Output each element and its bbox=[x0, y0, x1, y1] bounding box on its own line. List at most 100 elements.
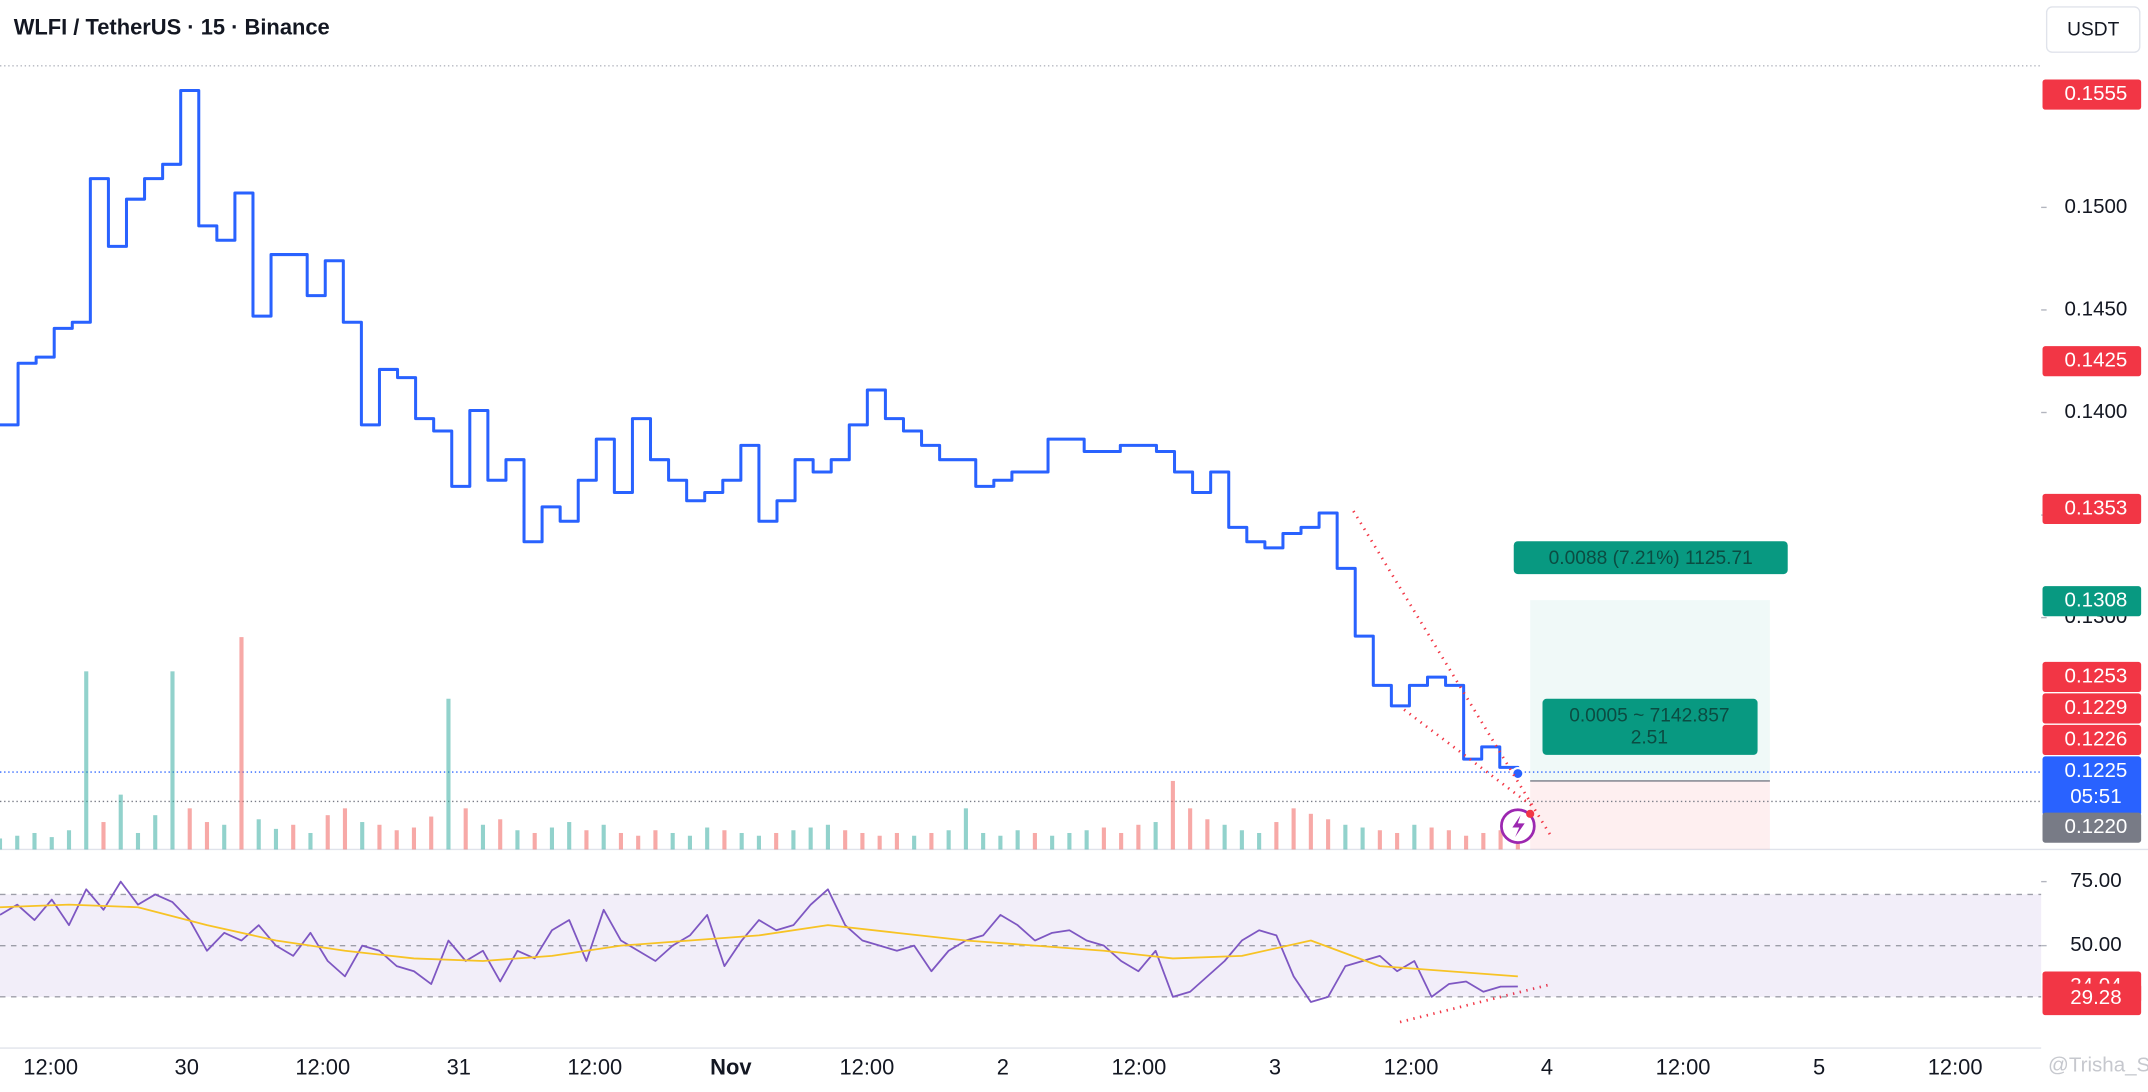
volume-bar bbox=[670, 832, 675, 850]
x-tick-label: 12:00 bbox=[1928, 1054, 1983, 1079]
volume-bar bbox=[636, 835, 641, 850]
y-tick-label: 0.1450 bbox=[2065, 297, 2128, 320]
x-tick-label: 12:00 bbox=[1112, 1054, 1167, 1079]
x-tick-label: 3 bbox=[1269, 1054, 1281, 1079]
volume-bar bbox=[1170, 780, 1175, 850]
volume-bar bbox=[584, 830, 589, 850]
volume-bar bbox=[981, 832, 986, 850]
y-tick-label: 0.1400 bbox=[2065, 400, 2128, 423]
price-badge bbox=[2042, 586, 2142, 617]
price-badge-label: 0.1225 bbox=[2065, 759, 2128, 782]
volume-bar bbox=[153, 815, 158, 850]
volume-bar bbox=[1084, 830, 1089, 850]
rsi-badge bbox=[2042, 983, 2142, 1016]
x-tick-label: 12:00 bbox=[1384, 1054, 1439, 1079]
volume-bar bbox=[722, 830, 727, 850]
price-badge-label: 0.1220 bbox=[2065, 815, 2128, 838]
volume-bar bbox=[1343, 824, 1348, 850]
line bbox=[0, 880, 1518, 1003]
volume-bar bbox=[1153, 822, 1158, 850]
volume-bar bbox=[1481, 832, 1486, 850]
x-tick-label: 12:00 bbox=[23, 1054, 78, 1079]
volume-bar bbox=[256, 819, 261, 850]
target-label: 0.0088 (7.21%) 1125.71 bbox=[1549, 548, 1753, 569]
price-badge-label: 0.1308 bbox=[2065, 589, 2128, 612]
volume-bar bbox=[1050, 835, 1055, 850]
alert-bolt bbox=[1512, 815, 1525, 838]
volume-bar bbox=[170, 671, 175, 850]
price-badge-label: 0.1353 bbox=[2065, 496, 2128, 519]
chart-title: WLFI / TetherUS · 15 · Binance bbox=[14, 15, 330, 40]
volume-bar bbox=[808, 827, 813, 850]
volume-bar bbox=[963, 808, 968, 850]
volume-bar bbox=[912, 835, 917, 850]
volume-bar bbox=[66, 830, 72, 850]
volume-bar bbox=[877, 835, 882, 850]
volume-bar bbox=[480, 824, 486, 850]
volume-bar bbox=[1015, 830, 1020, 850]
volume-bar bbox=[291, 824, 296, 850]
volume-bar bbox=[1239, 830, 1244, 850]
volume-bar bbox=[308, 832, 313, 850]
volume-bar bbox=[1188, 808, 1193, 850]
volume-bar bbox=[1032, 832, 1037, 850]
volume-bar bbox=[515, 830, 520, 850]
price-badge bbox=[2042, 693, 2142, 724]
rsi-trend-line bbox=[1399, 983, 1549, 1024]
volume-bar bbox=[1205, 819, 1210, 850]
volume-bar bbox=[894, 832, 899, 850]
volume-bar bbox=[101, 822, 106, 850]
line bbox=[0, 903, 1518, 978]
volume-bar bbox=[687, 835, 692, 850]
price-badge bbox=[2042, 812, 2142, 843]
volume-bar bbox=[532, 832, 537, 850]
position-box bbox=[1542, 698, 1758, 755]
volume-bar bbox=[394, 830, 399, 850]
trend-line bbox=[1403, 708, 1533, 807]
line bbox=[0, 88, 1520, 774]
volume-bar bbox=[1464, 835, 1469, 850]
x-tick-label: 12:00 bbox=[839, 1054, 894, 1079]
volume-bar bbox=[325, 815, 330, 850]
rsi-badge-label: 29.28 bbox=[2070, 986, 2121, 1009]
volume-bar bbox=[860, 832, 865, 850]
volume-bar bbox=[446, 698, 451, 850]
x-tick-label: 5 bbox=[1813, 1054, 1825, 1079]
volume-bar bbox=[15, 835, 20, 850]
volume-bar bbox=[1067, 832, 1072, 850]
position-label: 2.51 bbox=[1631, 728, 1668, 749]
currency-button[interactable] bbox=[2045, 6, 2141, 53]
price-badge bbox=[2042, 79, 2142, 110]
volume-bar bbox=[998, 835, 1003, 850]
volume-bar bbox=[705, 827, 710, 850]
currency-label[interactable]: USDT bbox=[2067, 19, 2119, 40]
volume-bar bbox=[463, 808, 468, 850]
price-badge-label: 0.1253 bbox=[2065, 664, 2128, 687]
price-badge bbox=[2042, 493, 2142, 524]
volume-bar bbox=[549, 827, 554, 850]
volume-bar bbox=[222, 824, 227, 850]
volume-bar bbox=[1257, 832, 1262, 850]
volume-bar bbox=[135, 832, 141, 850]
price-badge-label: 0.1229 bbox=[2065, 696, 2128, 719]
volume-bar bbox=[739, 832, 744, 850]
volume-bar bbox=[843, 830, 848, 850]
stop-zone bbox=[1530, 780, 1770, 850]
volume-bar bbox=[929, 832, 934, 850]
volume-bar bbox=[791, 830, 796, 850]
price-badge-label: 0.1425 bbox=[2065, 349, 2128, 372]
volume-bar bbox=[239, 637, 244, 850]
price-badge bbox=[2042, 661, 2142, 693]
last-point bbox=[1511, 767, 1525, 781]
x-tick-label: 30 bbox=[175, 1054, 199, 1079]
volume-bar bbox=[1308, 813, 1313, 850]
rsi-y-tick-label: 75.00 bbox=[2070, 869, 2121, 892]
volume-bar bbox=[204, 822, 210, 850]
volume-bar bbox=[1291, 808, 1296, 850]
target-box bbox=[1513, 541, 1788, 575]
volume-bar bbox=[1429, 827, 1434, 850]
volume-bar bbox=[1395, 832, 1400, 850]
volume-bar bbox=[187, 808, 192, 850]
volume-bar bbox=[1412, 824, 1417, 850]
